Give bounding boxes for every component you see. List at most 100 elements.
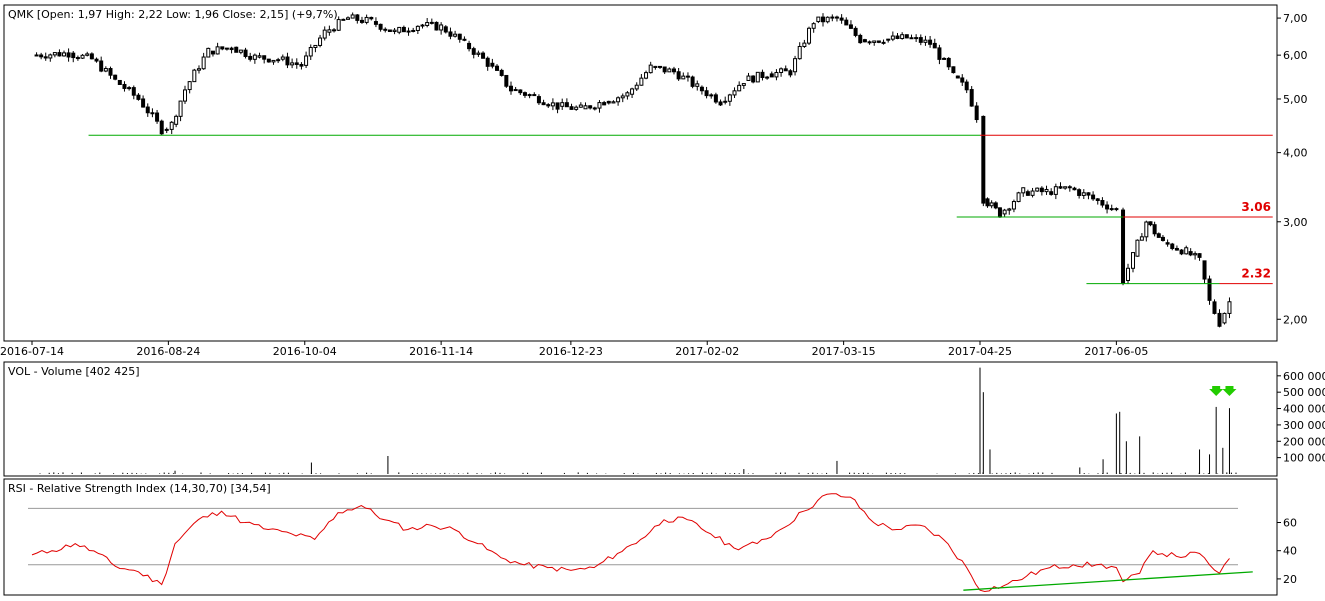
candle-body (550, 102, 555, 107)
rsi-y-tick-label: 40 (1283, 545, 1297, 558)
candle-body (481, 52, 486, 59)
candle-body (746, 75, 751, 81)
candle-body (1058, 186, 1063, 189)
volume-y-tick-label: 400 000 (1283, 403, 1325, 416)
candle-body (1184, 247, 1189, 255)
candle-body (955, 75, 960, 79)
candle-body (942, 57, 947, 60)
rsi-layer (28, 493, 1253, 593)
candle-body (1030, 190, 1035, 196)
candle-body (709, 94, 714, 97)
candle-body (839, 17, 844, 21)
candle-body (229, 47, 234, 51)
candle-body (807, 27, 812, 44)
candle-body (853, 27, 858, 36)
candle-body (304, 55, 309, 66)
candle-body (1212, 301, 1217, 314)
candle-body (453, 33, 458, 37)
candle-body (900, 34, 905, 39)
candle-body (1077, 189, 1082, 196)
candle-body (401, 26, 406, 33)
candle-body (80, 54, 85, 59)
candle-body (723, 100, 728, 103)
candle-body (34, 54, 39, 57)
candle-body (206, 47, 211, 58)
candle-body (802, 42, 807, 47)
candle-body (718, 101, 723, 106)
candle-body (634, 84, 639, 90)
candle-body (62, 52, 67, 57)
candle-body (313, 44, 318, 48)
rsi-legend: RSI - Relative Strength Index (14,30,70)… (8, 482, 271, 495)
candle-body (569, 106, 574, 110)
candle-body (886, 38, 891, 41)
candle-body (178, 100, 183, 117)
candle-body (564, 102, 569, 108)
candle-body (1091, 194, 1096, 200)
volume-y-tick-label: 100 000 (1283, 452, 1325, 465)
price-y-tick-label: 6,00 (1283, 49, 1308, 62)
candle-body (541, 102, 546, 106)
candle-body (1188, 251, 1193, 256)
price-panel-frame (3, 4, 1278, 342)
candle-body (355, 14, 360, 21)
candle-body (99, 60, 104, 72)
candle-body (350, 14, 355, 19)
candle-body (751, 75, 756, 83)
candle-body (964, 81, 969, 91)
candle-body (578, 104, 583, 108)
candle-body (364, 16, 369, 23)
candle-body (918, 37, 923, 43)
candle-body (387, 29, 392, 32)
candle-body (434, 21, 439, 31)
candle-body (969, 89, 974, 107)
x-tick-label: 2017-04-25 (948, 345, 1012, 358)
candle-body (411, 29, 416, 32)
candle-body (108, 68, 113, 76)
candle-body (322, 29, 327, 39)
candle-body (681, 75, 686, 80)
rsi-panel-frame (3, 478, 1278, 596)
candle-body (457, 33, 462, 40)
candle-body (308, 46, 313, 57)
candle-body (1135, 239, 1140, 257)
candle-body (48, 54, 53, 59)
candle-body (695, 83, 700, 87)
rsi-y-tick-label: 60 (1283, 516, 1297, 529)
candle-body (820, 16, 825, 23)
candle-body (234, 46, 239, 53)
candle-body (1170, 243, 1175, 249)
candle-body (155, 112, 160, 122)
candle-body (332, 29, 337, 32)
candle-body (169, 121, 174, 130)
candle-body (359, 19, 364, 23)
candle-body (997, 207, 1002, 218)
candle-body (648, 64, 653, 74)
candle-body (266, 58, 271, 63)
candle-body (816, 16, 821, 23)
candle-body (1049, 191, 1054, 195)
candle-body (737, 84, 742, 92)
down-arrow-icon (1222, 386, 1237, 396)
candle-body (220, 46, 225, 50)
candle-body (732, 90, 737, 96)
candle-body (499, 69, 504, 76)
candle-body (1007, 208, 1012, 211)
price-y-tick-label: 4,00 (1283, 147, 1308, 160)
candle-body (1126, 267, 1131, 281)
candle-body (951, 66, 956, 74)
candle-body (699, 86, 704, 92)
candle-body (765, 76, 770, 79)
candle-body (1144, 221, 1149, 238)
candle-body (145, 106, 150, 114)
candle-body (1039, 187, 1044, 193)
candle-body (825, 16, 830, 23)
candle-body (485, 57, 490, 67)
candle-body (150, 112, 155, 115)
candle-body (932, 42, 937, 49)
x-tick-label: 2016-07-14 (0, 345, 64, 358)
candle-body (667, 68, 672, 73)
candle-body (779, 68, 784, 73)
candle-body (588, 105, 593, 109)
candle-body (811, 23, 816, 29)
